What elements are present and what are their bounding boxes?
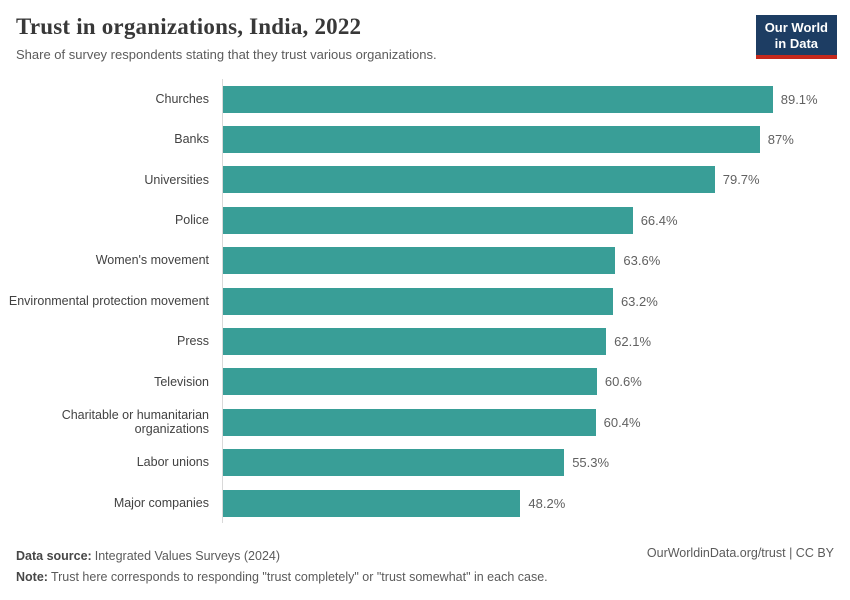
chart-subtitle: Share of survey respondents stating that… — [16, 47, 437, 62]
bar[interactable] — [223, 166, 715, 194]
data-source-line: Data source: Integrated Values Surveys (2… — [16, 546, 548, 567]
category-label: Labor unions — [136, 455, 209, 470]
chart-header: Trust in organizations, India, 2022 Shar… — [0, 0, 850, 62]
category-label: Women's movement — [95, 253, 209, 268]
bar-row: Women's movement 63.6% — [0, 240, 850, 281]
page-title: Trust in organizations, India, 2022 — [16, 14, 362, 39]
bar-track: 89.1% — [222, 79, 840, 120]
value-label: 66.4% — [640, 212, 678, 228]
value-label: 62.1% — [614, 334, 652, 350]
category-label: Environmental protection movement — [8, 293, 209, 308]
category-label: Universities — [144, 172, 209, 187]
footer-notes: Data source: Integrated Values Surveys (2… — [16, 546, 548, 588]
chart-footer: Data source: Integrated Values Surveys (2… — [16, 546, 834, 588]
bar-row: Universities 79.7% — [0, 159, 850, 201]
data-source-text: Integrated Values Surveys (2024) — [94, 549, 281, 563]
bar[interactable] — [223, 368, 597, 396]
bar[interactable] — [223, 287, 613, 315]
note-line: Note: Trust here corresponds to respondin… — [16, 567, 548, 588]
bar[interactable] — [223, 449, 565, 477]
bar-row: Television 60.6% — [0, 361, 850, 403]
category-label: Television — [154, 374, 209, 389]
category-label: Charitable or humanitarian organizations — [61, 407, 209, 437]
bar[interactable] — [223, 206, 633, 234]
bar[interactable] — [223, 408, 596, 436]
bar[interactable] — [223, 126, 760, 154]
value-label: 79.7% — [722, 172, 760, 188]
value-label: 89.1% — [780, 91, 818, 107]
bar-track: 63.2% — [222, 280, 840, 322]
category-label: Major companies — [113, 495, 209, 510]
bar-track: 60.6% — [222, 361, 840, 403]
bar-chart: Churches 89.1% Banks 87% Universities 79.7% Po… — [0, 79, 850, 524]
value-label: 55.3% — [572, 455, 610, 471]
bar[interactable] — [223, 247, 616, 275]
bar[interactable] — [223, 489, 521, 517]
bar-track: 48.2% — [222, 482, 840, 524]
bar-rows: Churches 89.1% Banks 87% Universities 79.7% Po… — [0, 79, 850, 524]
bar-track: 63.6% — [222, 240, 840, 281]
bar-row: Police 66.4% — [0, 200, 850, 241]
bar-track: 62.1% — [222, 321, 840, 362]
category-label: Press — [177, 334, 209, 349]
bar[interactable] — [223, 85, 773, 113]
value-label: 63.6% — [623, 253, 661, 269]
bar-track: 66.4% — [222, 200, 840, 241]
bar-track: 79.7% — [222, 159, 840, 201]
note-label: Note: — [16, 570, 48, 584]
owid-logo-line2: in Data — [774, 35, 819, 51]
note-text: Trust here corresponds to responding "tr… — [50, 570, 548, 584]
bar-track: 60.4% — [222, 402, 840, 443]
category-label: Churches — [155, 91, 210, 106]
value-label: 48.2% — [528, 495, 566, 511]
value-label: 87% — [767, 132, 794, 148]
bar-track: 55.3% — [222, 442, 840, 483]
bar-row: Labor unions 55.3% — [0, 442, 850, 483]
bar-row: Banks 87% — [0, 119, 850, 160]
bar-track: 87% — [222, 119, 840, 160]
category-label: Banks — [174, 132, 209, 147]
data-source-label: Data source: — [16, 549, 92, 563]
value-label: 60.4% — [603, 414, 641, 430]
owid-logo: Our World in Data — [755, 15, 837, 60]
category-label: Police — [174, 212, 209, 227]
bar-row: Charitable or humanitarian organizations… — [0, 402, 850, 443]
attribution-link[interactable]: OurWorldinData.org/trust | CC BY — [646, 546, 834, 560]
bar-row: Environmental protection movement 63.2% — [0, 280, 850, 322]
value-label: 63.2% — [620, 293, 658, 309]
value-label: 60.6% — [604, 374, 642, 390]
bar-row: Press 62.1% — [0, 321, 850, 362]
bar[interactable] — [223, 328, 607, 356]
owid-logo-line1: Our World — [764, 20, 828, 35]
bar-row: Churches 89.1% — [0, 79, 850, 120]
bar-row: Major companies 48.2% — [0, 482, 850, 524]
